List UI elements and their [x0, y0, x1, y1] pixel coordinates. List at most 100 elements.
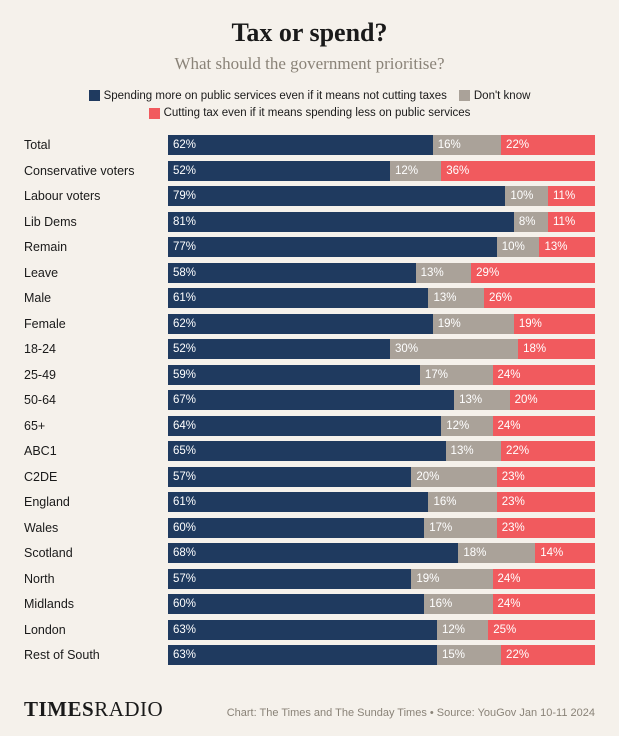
bar-segment: 24%	[493, 365, 595, 385]
bar-segment: 59%	[168, 365, 420, 385]
bar-segment: 60%	[168, 594, 424, 614]
row-label: Midlands	[24, 597, 168, 611]
row-label: ABC1	[24, 444, 168, 458]
bar-wrap: 65%13%22%	[168, 441, 595, 461]
bar-segment: 13%	[416, 263, 472, 283]
row-label: 65+	[24, 419, 168, 433]
bar-segment: 13%	[454, 390, 510, 410]
row-label: Wales	[24, 521, 168, 535]
row-label: North	[24, 572, 168, 586]
bar-wrap: 60%16%24%	[168, 594, 595, 614]
row-label: 50-64	[24, 393, 168, 407]
chart-row: Rest of South63%15%22%	[24, 643, 595, 669]
bar-wrap: 59%17%24%	[168, 365, 595, 385]
bar-segment: 12%	[390, 161, 441, 181]
bar-segment: 23%	[497, 492, 595, 512]
row-label: Scotland	[24, 546, 168, 560]
bar-segment: 63%	[168, 620, 437, 640]
legend-label: Cutting tax even if it means spending le…	[164, 107, 471, 119]
bar-segment: 22%	[501, 441, 595, 461]
chart-row: 18-2452%30%18%	[24, 337, 595, 363]
bar-segment: 61%	[168, 288, 428, 308]
row-label: Female	[24, 317, 168, 331]
bar-segment: 60%	[168, 518, 424, 538]
bar-segment: 25%	[488, 620, 595, 640]
bar-segment: 17%	[424, 518, 497, 538]
bar-wrap: 62%19%19%	[168, 314, 595, 334]
bar-segment: 19%	[433, 314, 514, 334]
row-label: Remain	[24, 240, 168, 254]
legend-swatch	[459, 90, 470, 101]
chart-title: Tax or spend?	[24, 18, 595, 48]
chart-row: London63%12%25%	[24, 617, 595, 643]
bar-segment: 57%	[168, 569, 411, 589]
bar-segment: 23%	[497, 518, 595, 538]
bar-segment: 24%	[493, 594, 595, 614]
bar-wrap: 58%13%29%	[168, 263, 595, 283]
bar-segment: 16%	[428, 492, 496, 512]
bar-segment: 64%	[168, 416, 441, 436]
bar-segment: 22%	[501, 135, 595, 155]
chart-row: Total62%16%22%	[24, 133, 595, 159]
chart-row: 25-4959%17%24%	[24, 362, 595, 388]
bar-segment: 30%	[390, 339, 518, 359]
bar-wrap: 62%16%22%	[168, 135, 595, 155]
bar-segment: 29%	[471, 263, 595, 283]
bar-segment: 77%	[168, 237, 497, 257]
chart-row: England61%16%23%	[24, 490, 595, 516]
bar-segment: 36%	[441, 161, 595, 181]
legend-swatch	[89, 90, 100, 101]
bar-wrap: 79%10%11%	[168, 186, 595, 206]
bar-segment: 10%	[497, 237, 540, 257]
bar-wrap: 52%12%36%	[168, 161, 595, 181]
chart-row: 50-6467%13%20%	[24, 388, 595, 414]
bar-segment: 23%	[497, 467, 595, 487]
chart-row: C2DE57%20%23%	[24, 464, 595, 490]
legend-label: Don't know	[474, 90, 531, 102]
row-label: Lib Dems	[24, 215, 168, 229]
row-label: Male	[24, 291, 168, 305]
row-label: London	[24, 623, 168, 637]
bar-wrap: 64%12%24%	[168, 416, 595, 436]
legend-label: Spending more on public services even if…	[104, 90, 447, 102]
bar-segment: 20%	[411, 467, 496, 487]
legend-swatch	[149, 108, 160, 119]
bar-wrap: 63%15%22%	[168, 645, 595, 665]
bar-segment: 13%	[539, 237, 595, 257]
bar-segment: 15%	[437, 645, 501, 665]
chart-row: Labour voters79%10%11%	[24, 184, 595, 210]
chart-row: Leave58%13%29%	[24, 260, 595, 286]
bar-segment: 57%	[168, 467, 411, 487]
row-label: 25-49	[24, 368, 168, 382]
bar-wrap: 63%12%25%	[168, 620, 595, 640]
bar-wrap: 57%19%24%	[168, 569, 595, 589]
row-label: Leave	[24, 266, 168, 280]
bar-segment: 81%	[168, 212, 514, 232]
bar-segment: 68%	[168, 543, 458, 563]
bar-segment: 63%	[168, 645, 437, 665]
chart-row: Female62%19%19%	[24, 311, 595, 337]
bar-segment: 65%	[168, 441, 446, 461]
row-label: Total	[24, 138, 168, 152]
chart-row: 65+64%12%24%	[24, 413, 595, 439]
bar-segment: 19%	[411, 569, 492, 589]
row-label: Rest of South	[24, 648, 168, 662]
bar-segment: 19%	[514, 314, 595, 334]
chart-row: North57%19%24%	[24, 566, 595, 592]
bar-segment: 18%	[458, 543, 535, 563]
bar-segment: 16%	[433, 135, 501, 155]
bar-wrap: 67%13%20%	[168, 390, 595, 410]
chart-credit: Chart: The Times and The Sunday Times • …	[227, 707, 595, 719]
bar-wrap: 77%10%13%	[168, 237, 595, 257]
legend-item: Cutting tax even if it means spending le…	[149, 105, 471, 122]
row-label: 18-24	[24, 342, 168, 356]
bar-segment: 11%	[548, 186, 595, 206]
brand-logo: TIMESRADIO	[24, 697, 163, 722]
chart-row: Midlands60%16%24%	[24, 592, 595, 618]
bar-segment: 24%	[493, 416, 595, 436]
bar-wrap: 52%30%18%	[168, 339, 595, 359]
bar-wrap: 68%18%14%	[168, 543, 595, 563]
bar-segment: 52%	[168, 339, 390, 359]
bar-segment: 18%	[518, 339, 595, 359]
stacked-bar-chart: Total62%16%22%Conservative voters52%12%3…	[24, 133, 595, 669]
